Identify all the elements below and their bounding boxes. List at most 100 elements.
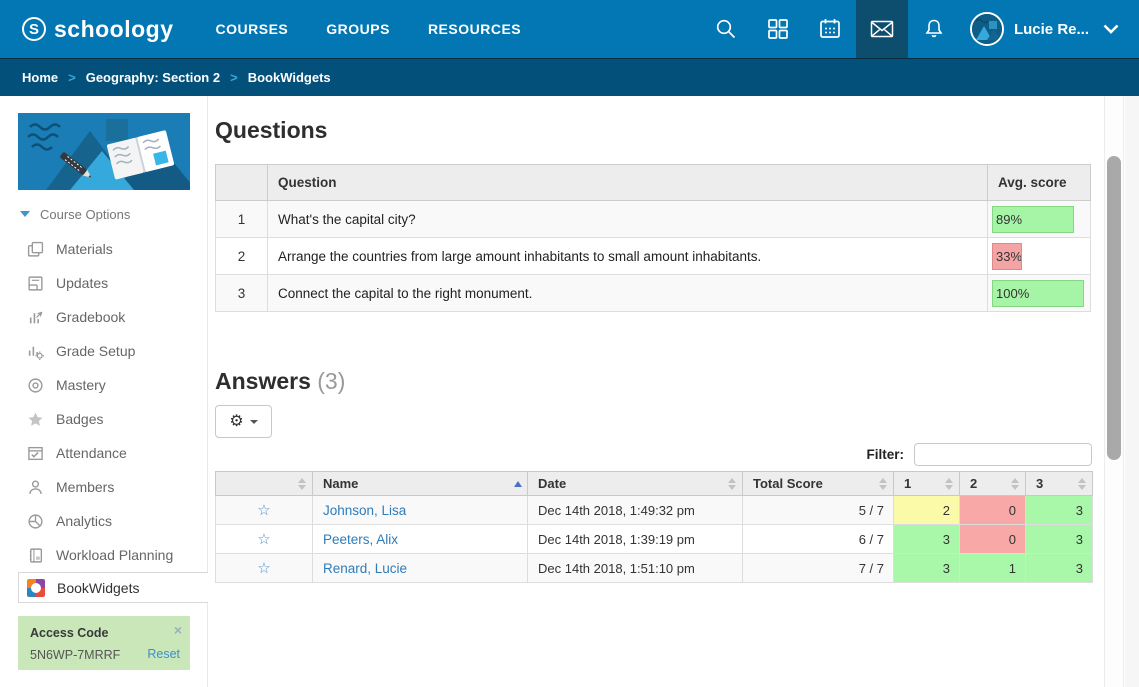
questions-table: Question Avg. score 1 What's the capital… — [215, 164, 1091, 312]
sidebar-item-bookwidgets[interactable]: BookWidgets — [18, 572, 208, 603]
sort-arrows-icon — [879, 477, 888, 490]
answers-settings-button[interactable]: ⚙ — [215, 405, 272, 438]
filter-label: Filter: — [866, 446, 904, 462]
sidebar-item-label: Badges — [56, 411, 104, 427]
sidebar-item-workload-planning[interactable]: Workload Planning — [0, 538, 207, 572]
avg-score-bar: 89% — [992, 205, 1074, 233]
access-code-panel: Access Code 5N6WP-7MRRF × Reset — [18, 616, 190, 670]
vertical-scrollbar-thumb[interactable] — [1107, 156, 1121, 460]
access-code-reset-link[interactable]: Reset — [147, 647, 180, 661]
sidebar-item-label: Mastery — [56, 377, 106, 393]
sidebar-item-badges[interactable]: Badges — [0, 402, 207, 436]
workload-planning-icon — [26, 546, 44, 564]
gear-icon: ⚙ — [229, 412, 244, 430]
page-right-gutter — [1125, 96, 1139, 687]
answers-table: Name Date Total Score 1 2 3 ☆ Johnson, L… — [215, 471, 1093, 583]
question-number: 2 — [215, 237, 268, 275]
nav-groups[interactable]: GROUPS — [326, 21, 390, 37]
sidebar-item-gradebook[interactable]: Gradebook — [0, 300, 207, 334]
access-code-title: Access Code — [30, 626, 109, 640]
questions-col-avg-score: Avg. score — [987, 164, 1091, 201]
total-score: 6 / 7 — [742, 524, 894, 554]
vertical-scrollbar-track[interactable] — [1104, 96, 1124, 687]
star-icon[interactable]: ☆ — [257, 560, 271, 577]
mail-icon[interactable] — [855, 0, 908, 58]
score-q2: 0 — [959, 495, 1026, 525]
sort-arrows-icon — [945, 477, 954, 490]
answers-col-q2[interactable]: 2 — [959, 471, 1026, 496]
sidebar-item-updates[interactable]: Updates — [0, 266, 207, 300]
answer-date: Dec 14th 2018, 1:39:19 pm — [527, 524, 743, 554]
materials-icon — [26, 240, 44, 258]
sidebar-item-materials[interactable]: Materials — [0, 232, 207, 266]
main-content: Questions Question Avg. score 1 What's t… — [208, 96, 1139, 687]
course-options-label: Course Options — [40, 206, 131, 222]
user-avatar[interactable] — [969, 12, 1004, 46]
course-options-toggle[interactable]: Course Options — [20, 204, 207, 224]
score-q2: 0 — [959, 524, 1026, 554]
breadcrumb: Home > Geography: Section 2 > BookWidget… — [0, 58, 1139, 96]
answers-col-star[interactable] — [215, 471, 313, 496]
sidebar-item-label: Attendance — [56, 445, 127, 461]
breadcrumb-course[interactable]: Geography: Section 2 — [85, 70, 221, 85]
answer-row: ☆ Peeters, Alix Dec 14th 2018, 1:39:19 p… — [215, 524, 1093, 554]
answers-col-date[interactable]: Date — [527, 471, 743, 496]
answers-col-total-score[interactable]: Total Score — [742, 471, 894, 496]
search-icon[interactable] — [700, 0, 752, 58]
nav-courses[interactable]: COURSES — [215, 21, 289, 37]
answer-date: Dec 14th 2018, 1:51:10 pm — [527, 553, 743, 583]
course-options-caret-icon — [20, 211, 30, 217]
question-row: 2 Arrange the countries from large amoun… — [215, 237, 1091, 275]
gradebook-icon — [26, 308, 44, 326]
filter-input[interactable] — [914, 442, 1092, 466]
sort-ascending-icon — [514, 480, 522, 487]
sidebar-item-grade-setup[interactable]: Grade Setup — [0, 334, 207, 368]
sidebar-item-label: Analytics — [56, 513, 113, 529]
answers-col-q1[interactable]: 1 — [893, 471, 960, 496]
sidebar-item-attendance[interactable]: Attendance — [0, 436, 207, 470]
avg-score-bar: 100% — [992, 279, 1084, 307]
questions-section-title: Questions — [215, 117, 328, 143]
bookwidgets-icon — [27, 578, 45, 597]
question-row: 1 What's the capital city? 89% — [215, 200, 1091, 238]
breadcrumb-home[interactable]: Home — [22, 70, 59, 85]
total-score: 5 / 7 — [742, 495, 894, 525]
student-name-link[interactable]: Renard, Lucie — [323, 560, 408, 576]
sidebar-item-mastery[interactable]: Mastery — [0, 368, 207, 402]
sort-arrows-icon — [1011, 477, 1020, 490]
calendar-icon[interactable] — [804, 0, 856, 58]
star-icon[interactable]: ☆ — [257, 502, 271, 519]
schoology-logo[interactable]: S schoology — [0, 16, 174, 43]
score-q3: 3 — [1025, 553, 1093, 583]
apps-grid-icon[interactable] — [752, 0, 804, 58]
question-text: What's the capital city? — [267, 200, 988, 238]
notifications-bell-icon[interactable] — [908, 0, 960, 58]
access-code-value: 5N6WP-7MRRF — [30, 648, 121, 662]
question-number: 1 — [215, 200, 268, 238]
student-name-link[interactable]: Peeters, Alix — [323, 531, 399, 547]
questions-col-question: Question — [267, 164, 988, 201]
answers-col-name[interactable]: Name — [312, 471, 528, 496]
question-row: 3 Connect the capital to the right monum… — [215, 274, 1091, 312]
answers-title-text: Answers — [215, 368, 311, 394]
answer-date: Dec 14th 2018, 1:49:32 pm — [527, 495, 743, 525]
questions-col-index — [215, 164, 268, 201]
score-q1: 3 — [893, 524, 960, 554]
sort-arrows-icon — [298, 477, 307, 490]
star-icon[interactable]: ☆ — [257, 531, 271, 548]
sidebar-item-members[interactable]: Members — [0, 470, 207, 504]
nav-resources[interactable]: RESOURCES — [427, 21, 522, 37]
chevron-down-icon[interactable] — [1103, 24, 1119, 34]
answers-col-q3[interactable]: 3 — [1025, 471, 1093, 496]
sidebar-item-analytics[interactable]: Analytics — [0, 504, 207, 538]
close-icon[interactable]: × — [173, 622, 182, 638]
student-name-link[interactable]: Johnson, Lisa — [323, 502, 407, 518]
user-name[interactable]: Lucie Re... — [1013, 20, 1089, 38]
sidebar-item-label: Grade Setup — [56, 343, 136, 359]
navbar-right-icons: Lucie Re... — [700, 0, 1139, 58]
members-icon — [26, 478, 44, 496]
mastery-icon — [26, 376, 44, 394]
sort-arrows-icon — [728, 477, 737, 490]
course-profile-image — [18, 113, 196, 190]
